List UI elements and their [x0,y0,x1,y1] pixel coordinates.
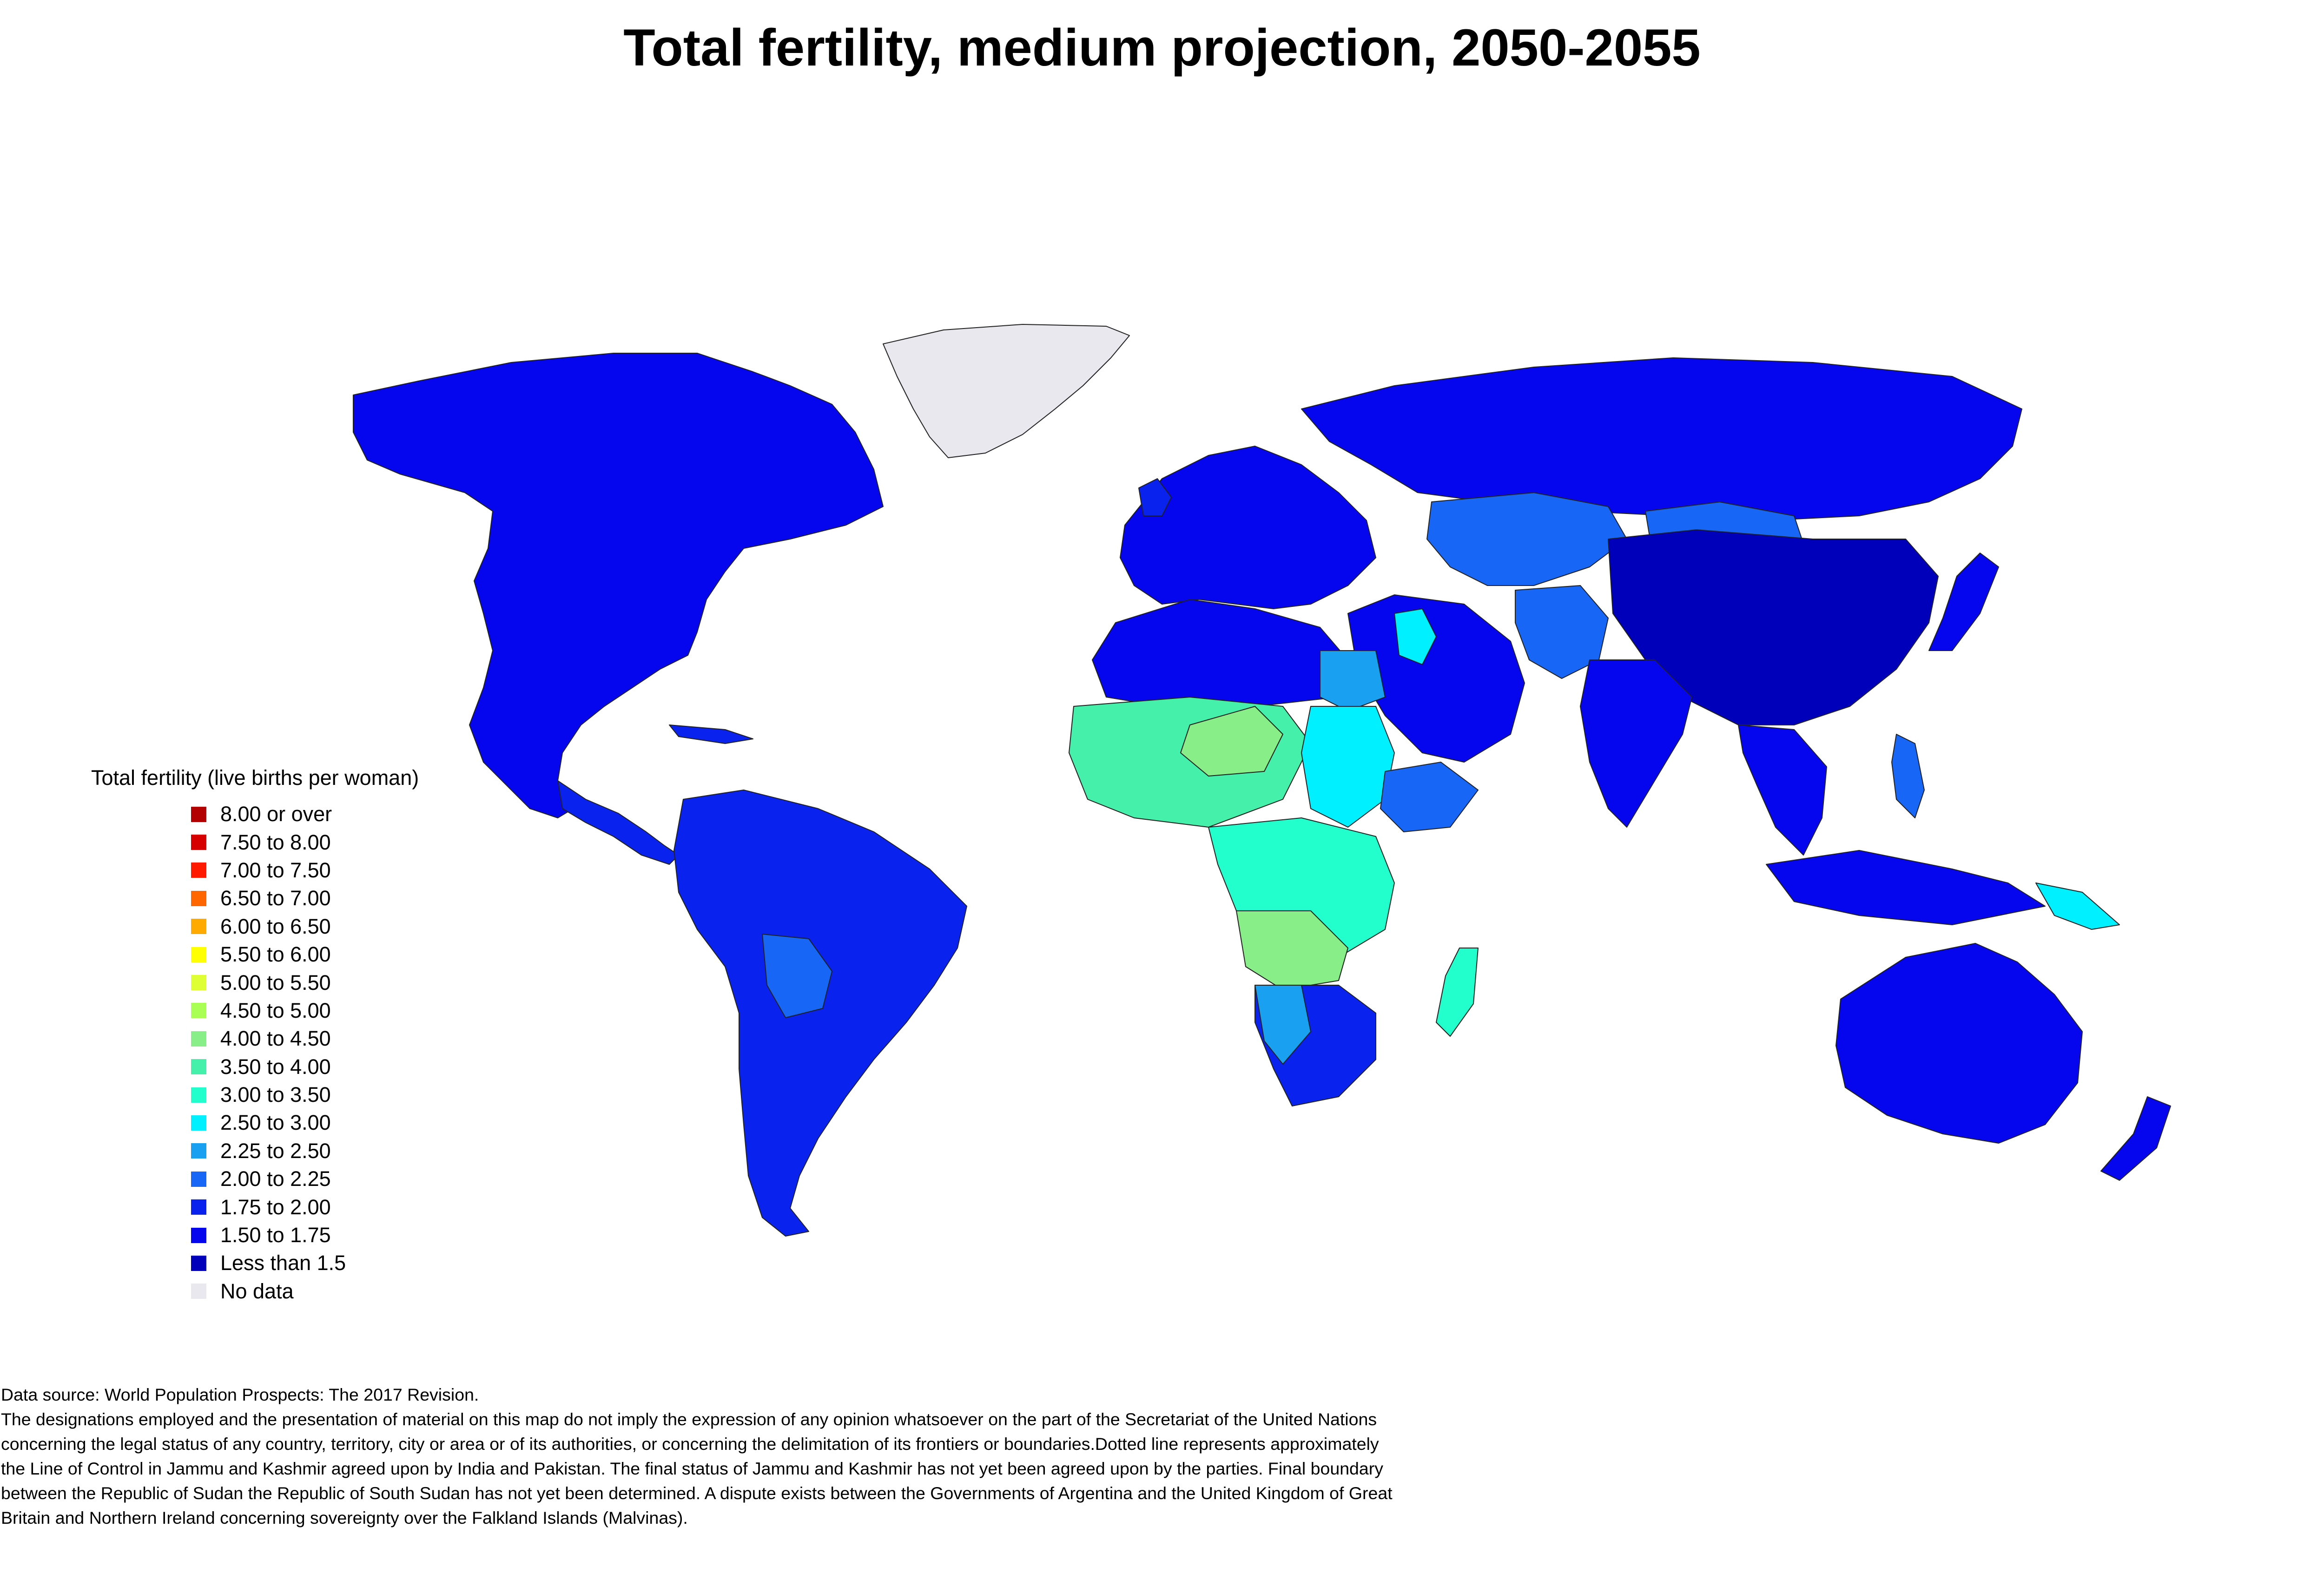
region-papua-new-guinea [2035,882,2120,930]
region-madagascar [1436,948,1479,1037]
region-angola-zambia [1236,910,1348,990]
region-bolivia [762,934,832,1018]
legend-label: No data [220,1279,294,1303]
legend: Total fertility (live births per woman) … [91,766,509,1305]
legend-swatch [191,806,206,822]
legend-label: 7.50 to 8.00 [220,830,331,854]
legend-item-6-50-to-7-00: 6.50 to 7.00 [191,884,509,912]
legend-item-less-than-1-5: Less than 1.5 [191,1249,509,1277]
disclaimer-line: the Line of Control in Jammu and Kashmir… [1,1459,1383,1478]
legend-label: 2.00 to 2.25 [220,1167,331,1191]
legend-swatch [191,1171,206,1187]
legend-title: Total fertility (live births per woman) [91,766,419,790]
legend-item-no-data: No data [191,1277,509,1305]
region-india [1580,659,1692,828]
legend-item-2-50-to-3-00: 2.50 to 3.00 [191,1109,509,1137]
source-notes: Data source: World Population Prospects:… [1,1382,1814,1530]
legend-swatch [191,1087,206,1103]
region-iraq [1394,608,1437,665]
legend-swatch [191,1003,206,1019]
region-indonesia [1766,850,2046,925]
legend-items: 8.00 or over 7.50 to 8.00 7.00 to 7.50 6… [91,800,509,1305]
data-source-line: Data source: World Population Prospects:… [1,1385,479,1404]
region-new-zealand [2100,1096,2171,1181]
region-russia [1301,357,2022,521]
legend-swatch [191,1059,206,1075]
region-north-america [353,353,884,818]
disclaimer-line: Britain and Northern Ireland concerning … [1,1508,688,1527]
legend-item-8-00-or-over: 8.00 or over [191,800,509,828]
legend-swatch [191,1227,206,1243]
disclaimer-line: between the Republic of Sudan the Republ… [1,1483,1393,1503]
region-philippines [1891,734,1925,818]
map-title: Total fertility, medium projection, 2050… [623,19,1701,77]
legend-label: 2.50 to 3.00 [220,1111,331,1135]
legend-label: 3.00 to 3.50 [220,1083,331,1107]
region-central-asia [1426,492,1627,586]
legend-label: 6.50 to 7.00 [220,886,331,910]
region-egypt [1320,650,1386,711]
region-west-africa [1069,697,1311,828]
legend-item-2-00-to-2-25: 2.00 to 2.25 [191,1165,509,1193]
legend-swatch [191,1284,206,1299]
legend-label: 5.00 to 5.50 [220,970,331,994]
region-uk-ireland [1138,478,1172,516]
region-australia [1835,943,2083,1144]
region-south-america [673,790,967,1237]
region-europe [1120,446,1376,609]
region-greenland [883,324,1130,458]
legend-swatch [191,947,206,962]
legend-label: 3.50 to 4.00 [220,1054,331,1079]
legend-label: 1.75 to 2.00 [220,1195,331,1219]
legend-label: 4.00 to 4.50 [220,1027,331,1051]
region-central-america [557,780,679,865]
region-north-africa [1092,599,1348,707]
region-sudan [1301,706,1395,828]
legend-item-6-00-to-6-50: 6.00 to 6.50 [191,913,509,941]
legend-label: 6.00 to 6.50 [220,914,331,938]
legend-swatch [191,1115,206,1131]
legend-item-2-25-to-2-50: 2.25 to 2.50 [191,1137,509,1165]
legend-label: 1.50 to 1.75 [220,1223,331,1247]
disclaimer-line: The designations employed and the presen… [1,1409,1377,1429]
legend-swatch [191,1255,206,1271]
region-ethiopia [1380,762,1479,832]
legend-label: 5.50 to 6.00 [220,942,331,967]
legend-label: 8.00 or over [220,802,332,826]
legend-item-7-00-to-7-50: 7.00 to 7.50 [191,856,509,884]
legend-swatch [191,862,206,878]
region-niger [1180,706,1283,777]
legend-item-4-00-to-4-50: 4.00 to 4.50 [191,1025,509,1053]
legend-swatch [191,835,206,850]
legend-item-1-75-to-2-00: 1.75 to 2.00 [191,1193,509,1221]
legend-label: Less than 1.5 [220,1251,346,1275]
legend-item-4-50-to-5-00: 4.50 to 5.00 [191,997,509,1025]
legend-item-5-00-to-5-50: 5.00 to 5.50 [191,968,509,996]
region-afghanistan-pakistan [1515,585,1609,679]
legend-item-3-50-to-4-00: 3.50 to 4.00 [191,1053,509,1081]
legend-item-1-50-to-1-75: 1.50 to 1.75 [191,1221,509,1249]
legend-label: 4.50 to 5.00 [220,998,331,1022]
legend-item-3-00-to-3-50: 3.00 to 3.50 [191,1081,509,1109]
legend-swatch [191,975,206,991]
region-caribbean [669,724,753,744]
legend-item-5-50-to-6-00: 5.50 to 6.00 [191,941,509,968]
legend-swatch [191,1199,206,1215]
legend-swatch [191,890,206,906]
legend-swatch [191,1143,206,1159]
region-southeast-asia [1738,724,1827,856]
region-japan [1928,553,1999,651]
region-namibia-botswana [1254,985,1311,1065]
legend-label: 2.25 to 2.50 [220,1139,331,1163]
legend-swatch [191,919,206,935]
disclaimer-line: concerning the legal status of any count… [1,1434,1379,1454]
legend-swatch [191,1031,206,1047]
legend-item-7-50-to-8-00: 7.50 to 8.00 [191,828,509,856]
legend-label: 7.00 to 7.50 [220,858,331,882]
